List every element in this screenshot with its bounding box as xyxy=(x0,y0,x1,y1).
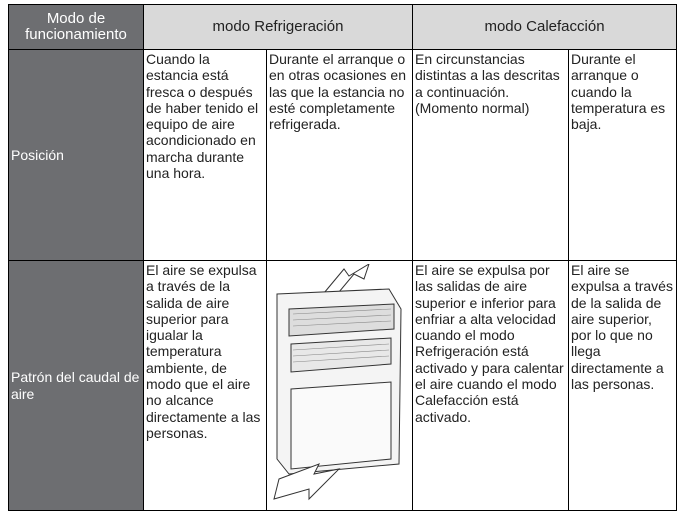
cell: El aire se expulsa a través de la salida… xyxy=(567,260,678,511)
cell: El aire se expulsa por las salidas de ai… xyxy=(412,260,569,511)
image-cell xyxy=(266,260,413,511)
ac-unit-illustration xyxy=(273,262,402,501)
cell: El aire se expulsa a través de la salida… xyxy=(143,260,267,511)
row-label: Posición xyxy=(8,49,144,261)
operation-table: Modo de funcionamiento modo Refrigeració… xyxy=(8,4,678,511)
row: Posición Cuando la estancia está fresca … xyxy=(8,49,678,261)
header-cell: modo Refrigeración xyxy=(143,4,413,50)
cell: En circunstancias distintas a las descri… xyxy=(412,49,569,261)
cell: Durante el arranque o en otras ocasiones… xyxy=(266,49,413,261)
header-cell: Modo de funcionamiento xyxy=(8,4,144,50)
cell: Cuando la estancia está fresca o después… xyxy=(143,49,267,261)
cell: Durante el arranque o cuando la temperat… xyxy=(567,49,678,261)
header-cell: modo Calefacción xyxy=(411,4,678,50)
row-label: Patrón del caudal de aire xyxy=(8,260,144,511)
header-row: Modo de funcionamiento modo Refrigeració… xyxy=(8,4,678,50)
row: Patrón del caudal de aire El aire se exp… xyxy=(8,260,678,511)
